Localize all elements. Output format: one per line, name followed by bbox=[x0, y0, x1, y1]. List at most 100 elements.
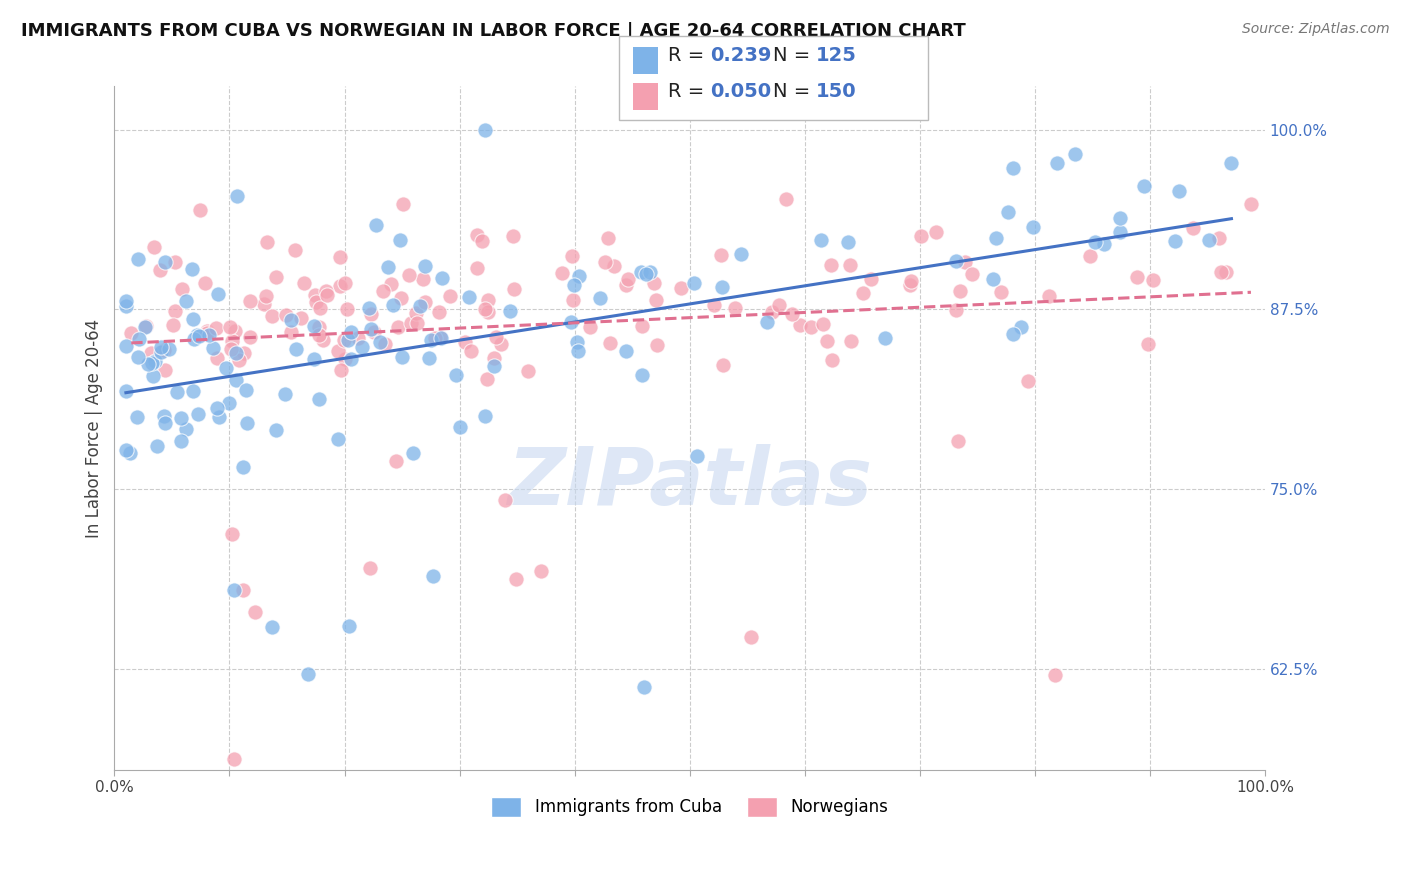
Point bbox=[368, 334, 391, 349]
Point bbox=[198, 328, 221, 343]
Point bbox=[1001, 326, 1024, 341]
Point bbox=[141, 356, 163, 370]
Point bbox=[170, 434, 193, 449]
Point bbox=[148, 262, 170, 277]
Point bbox=[429, 330, 451, 344]
Point bbox=[153, 343, 176, 358]
Point bbox=[873, 331, 896, 345]
Point bbox=[477, 305, 499, 319]
Text: N =: N = bbox=[773, 46, 817, 65]
Point bbox=[222, 583, 245, 598]
Point bbox=[219, 320, 242, 334]
Point bbox=[389, 233, 412, 247]
Point bbox=[811, 318, 834, 332]
Point bbox=[768, 298, 790, 312]
Point bbox=[740, 631, 762, 645]
Point bbox=[1021, 220, 1043, 235]
Point bbox=[630, 318, 652, 333]
Point bbox=[724, 301, 747, 315]
Text: R =: R = bbox=[668, 82, 710, 101]
Point bbox=[900, 274, 922, 288]
Point bbox=[326, 343, 349, 358]
Point bbox=[402, 445, 425, 459]
Point bbox=[280, 325, 302, 339]
Point bbox=[439, 289, 461, 303]
Point bbox=[1038, 289, 1060, 303]
Point bbox=[360, 306, 382, 320]
Point bbox=[134, 319, 156, 334]
Point bbox=[135, 318, 157, 333]
Point bbox=[146, 439, 169, 453]
Point bbox=[634, 267, 657, 281]
Point bbox=[127, 350, 149, 364]
Point bbox=[224, 752, 246, 766]
Point bbox=[207, 286, 229, 301]
Point bbox=[405, 317, 427, 331]
Point bbox=[382, 298, 405, 312]
Point bbox=[630, 265, 652, 279]
Point bbox=[232, 583, 254, 598]
Point bbox=[593, 255, 616, 269]
Point bbox=[166, 385, 188, 400]
Point bbox=[503, 282, 526, 296]
Point bbox=[205, 321, 228, 335]
Point bbox=[1163, 234, 1185, 248]
Point bbox=[187, 407, 209, 421]
Point bbox=[530, 564, 553, 578]
Point bbox=[562, 278, 585, 293]
Point bbox=[380, 277, 402, 291]
Point bbox=[703, 298, 725, 312]
Text: 150: 150 bbox=[815, 82, 856, 101]
Point bbox=[181, 312, 204, 326]
Point bbox=[236, 416, 259, 430]
Point bbox=[425, 331, 447, 345]
Point bbox=[839, 334, 862, 348]
Point bbox=[427, 304, 450, 318]
Point bbox=[335, 301, 357, 316]
Point bbox=[392, 197, 415, 211]
Point bbox=[201, 341, 224, 355]
Point bbox=[337, 619, 360, 633]
Point bbox=[260, 309, 283, 323]
Point bbox=[1045, 668, 1067, 682]
Point bbox=[340, 351, 363, 366]
Point bbox=[454, 334, 477, 349]
Point bbox=[266, 423, 288, 437]
Point bbox=[120, 326, 142, 341]
Point bbox=[276, 308, 298, 322]
Point bbox=[389, 291, 412, 305]
Point bbox=[235, 383, 257, 397]
Point bbox=[617, 271, 640, 285]
Point bbox=[335, 276, 357, 290]
Point bbox=[761, 305, 783, 319]
Point bbox=[221, 526, 243, 541]
Point bbox=[502, 229, 524, 244]
Point bbox=[419, 333, 441, 347]
Point bbox=[172, 282, 194, 296]
Point bbox=[713, 359, 735, 373]
Point bbox=[1167, 185, 1189, 199]
Point bbox=[405, 306, 427, 320]
Point bbox=[471, 234, 494, 248]
Point bbox=[474, 122, 496, 136]
Point bbox=[115, 384, 138, 398]
Point bbox=[221, 334, 243, 348]
Point bbox=[219, 342, 242, 356]
Point bbox=[297, 667, 319, 681]
Point bbox=[960, 268, 983, 282]
Point bbox=[477, 372, 499, 386]
Point bbox=[633, 680, 655, 694]
Point bbox=[329, 250, 352, 264]
Point bbox=[465, 261, 488, 276]
Point bbox=[181, 384, 204, 398]
Point bbox=[205, 351, 228, 365]
Y-axis label: In Labor Force | Age 20-64: In Labor Force | Age 20-64 bbox=[86, 318, 103, 538]
Point bbox=[1010, 319, 1032, 334]
Point bbox=[925, 225, 948, 239]
Point bbox=[1126, 270, 1149, 285]
Point bbox=[984, 231, 1007, 245]
Point bbox=[330, 363, 353, 377]
Point bbox=[710, 248, 733, 262]
Point bbox=[683, 276, 706, 290]
Point bbox=[205, 401, 228, 415]
